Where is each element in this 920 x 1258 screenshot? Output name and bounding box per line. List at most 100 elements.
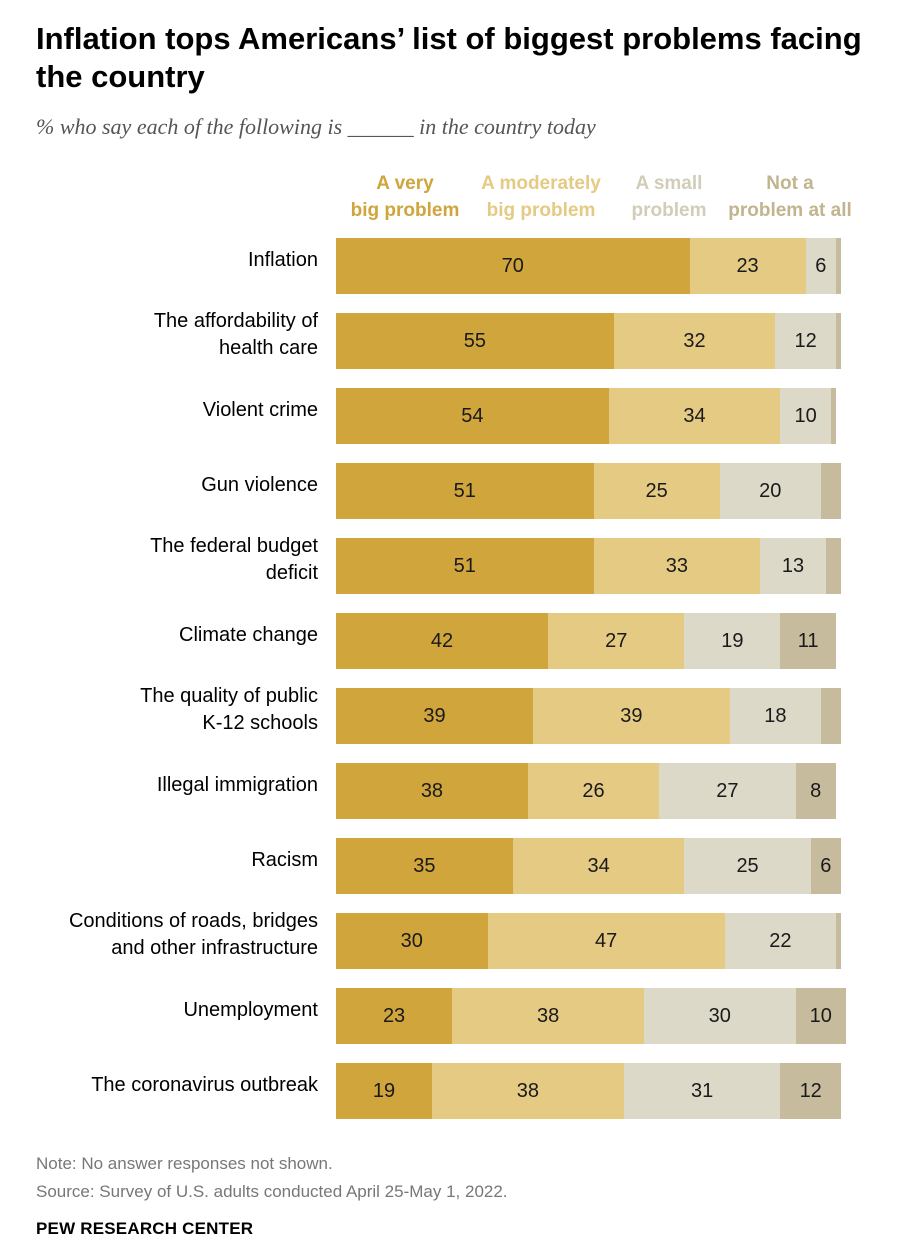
value-label: 42 — [430, 629, 454, 652]
category-label: The coronavirus outbreak — [18, 1072, 318, 1099]
category-label-line: and other infrastructure — [111, 937, 318, 959]
bar-segment-moderately-big: 23 — [689, 238, 806, 294]
value-label: 35 — [413, 854, 436, 877]
value-label: 51 — [453, 554, 476, 577]
bar-segment-small: 27 — [659, 763, 796, 819]
legend-item-not-a-problem: Not a problem at all — [715, 170, 865, 224]
category-label-line: Illegal immigration — [156, 773, 318, 796]
value-label: 10 — [794, 404, 817, 427]
category-label: The quality of public K-12 schools — [18, 683, 318, 737]
category-label-line: Racism — [251, 848, 318, 871]
category-label: The affordability of health care — [18, 308, 318, 362]
value-label: 20 — [759, 479, 782, 502]
category-label: The federal budget deficit — [18, 533, 318, 587]
value-label: 27 — [716, 779, 739, 802]
category-label-line: Violent crime — [202, 398, 318, 421]
bar-segment-moderately-big: 33 — [593, 538, 761, 594]
bar-segment-very-big: 30 — [336, 913, 488, 969]
bar-segment-very-big: 38 — [336, 763, 528, 819]
value-label: 33 — [665, 554, 688, 577]
category-label-line: Unemployment — [183, 998, 318, 1021]
legend-label-line2: problem at all — [728, 200, 852, 221]
bar-segment-very-big: 51 — [336, 463, 594, 519]
value-label: 70 — [501, 254, 524, 277]
legend-item-very-big: A very big problem — [330, 170, 480, 224]
value-label: 25 — [645, 479, 668, 502]
legend-label-line1: A small — [635, 173, 703, 194]
value-label: 30 — [400, 929, 423, 952]
bar-segment-not-a-problem — [835, 313, 841, 369]
value-label: 19 — [372, 1079, 396, 1102]
bar-segment-very-big: 35 — [336, 838, 513, 894]
category-label: Violent crime — [18, 397, 318, 424]
value-label: 10 — [809, 1004, 832, 1027]
value-label: 30 — [708, 1004, 731, 1027]
bar-segment-moderately-big: 27 — [548, 613, 685, 669]
value-label: 27 — [605, 629, 628, 652]
bar-segment-small: 25 — [684, 838, 811, 894]
bar-segment-very-big: 42 — [336, 613, 549, 669]
category-label-line: The quality of public — [140, 685, 318, 707]
bar-segment-not-a-problem: 6 — [810, 838, 841, 894]
bar-segment-moderately-big: 26 — [527, 763, 660, 819]
value-label: 32 — [683, 329, 706, 352]
bar-segment-very-big: 39 — [336, 688, 533, 744]
bar-segment-small: 20 — [719, 463, 821, 519]
value-label: 19 — [721, 629, 744, 652]
category-label: Illegal immigration — [18, 772, 318, 799]
value-label: 12 — [799, 1079, 822, 1102]
category-label-line: deficit — [265, 562, 318, 584]
legend-item-small: A small problem — [594, 170, 744, 224]
value-label: 12 — [794, 329, 817, 352]
value-label: 38 — [516, 1079, 539, 1102]
bar-segment-small: 6 — [805, 238, 836, 294]
value-label: 38 — [420, 779, 444, 802]
bar-segment-small: 30 — [644, 988, 796, 1044]
bar-segment-very-big: 23 — [336, 988, 453, 1044]
value-label: 34 — [587, 854, 610, 877]
source-text: Source: Survey of U.S. adults conducted … — [36, 1182, 508, 1201]
bar-segment-not-a-problem — [830, 388, 836, 444]
value-label: 54 — [461, 404, 484, 427]
bar-segment-very-big: 55 — [336, 313, 614, 369]
value-label: 6 — [820, 854, 832, 877]
category-label: Racism — [18, 847, 318, 874]
category-label: Gun violence — [18, 472, 318, 499]
bar-segment-not-a-problem — [835, 238, 841, 294]
value-label: 51 — [453, 479, 476, 502]
bar-segment-small: 31 — [623, 1063, 781, 1119]
category-label: Inflation — [18, 247, 318, 274]
value-label: 13 — [781, 554, 805, 577]
value-label: 8 — [810, 779, 822, 802]
bar-segment-not-a-problem: 12 — [780, 1063, 841, 1119]
value-label: 39 — [620, 704, 643, 727]
legend-label-line1: A moderately — [481, 173, 601, 194]
value-label: 25 — [736, 854, 759, 877]
legend-label-line2: big problem — [486, 200, 596, 221]
value-label: 31 — [690, 1079, 714, 1102]
value-label: 26 — [582, 779, 605, 802]
bar-segment-very-big: 19 — [336, 1063, 432, 1119]
bar-segment-not-a-problem — [820, 688, 841, 744]
bar-segment-not-a-problem — [820, 463, 841, 519]
category-label-line: Conditions of roads, bridges — [68, 910, 318, 932]
category-label: Conditions of roads, bridges and other in… — [18, 908, 318, 962]
bar-segment-small: 19 — [684, 613, 781, 669]
note-text: Note: No answer responses not shown. — [36, 1154, 333, 1173]
value-label: 18 — [764, 704, 787, 727]
value-label: 47 — [595, 929, 618, 952]
chart-title: Inflation tops Americans’ list of bigges… — [36, 21, 862, 94]
value-label: 39 — [423, 704, 446, 727]
bar-segment-not-a-problem: 10 — [795, 988, 847, 1044]
value-label: 23 — [382, 1004, 406, 1027]
bar-segment-very-big: 70 — [336, 238, 690, 294]
category-label-line: The coronavirus outbreak — [91, 1073, 318, 1096]
value-label: 23 — [736, 254, 759, 277]
category-label-line: K-12 schools — [202, 712, 318, 734]
value-label: 6 — [815, 254, 827, 277]
legend-item-moderately-big: A moderately big problem — [466, 170, 616, 224]
value-label: 22 — [769, 929, 792, 952]
category-label-line: Gun violence — [201, 473, 318, 496]
bar-segment-small: 10 — [780, 388, 831, 444]
bar-segment-moderately-big: 34 — [608, 388, 781, 444]
